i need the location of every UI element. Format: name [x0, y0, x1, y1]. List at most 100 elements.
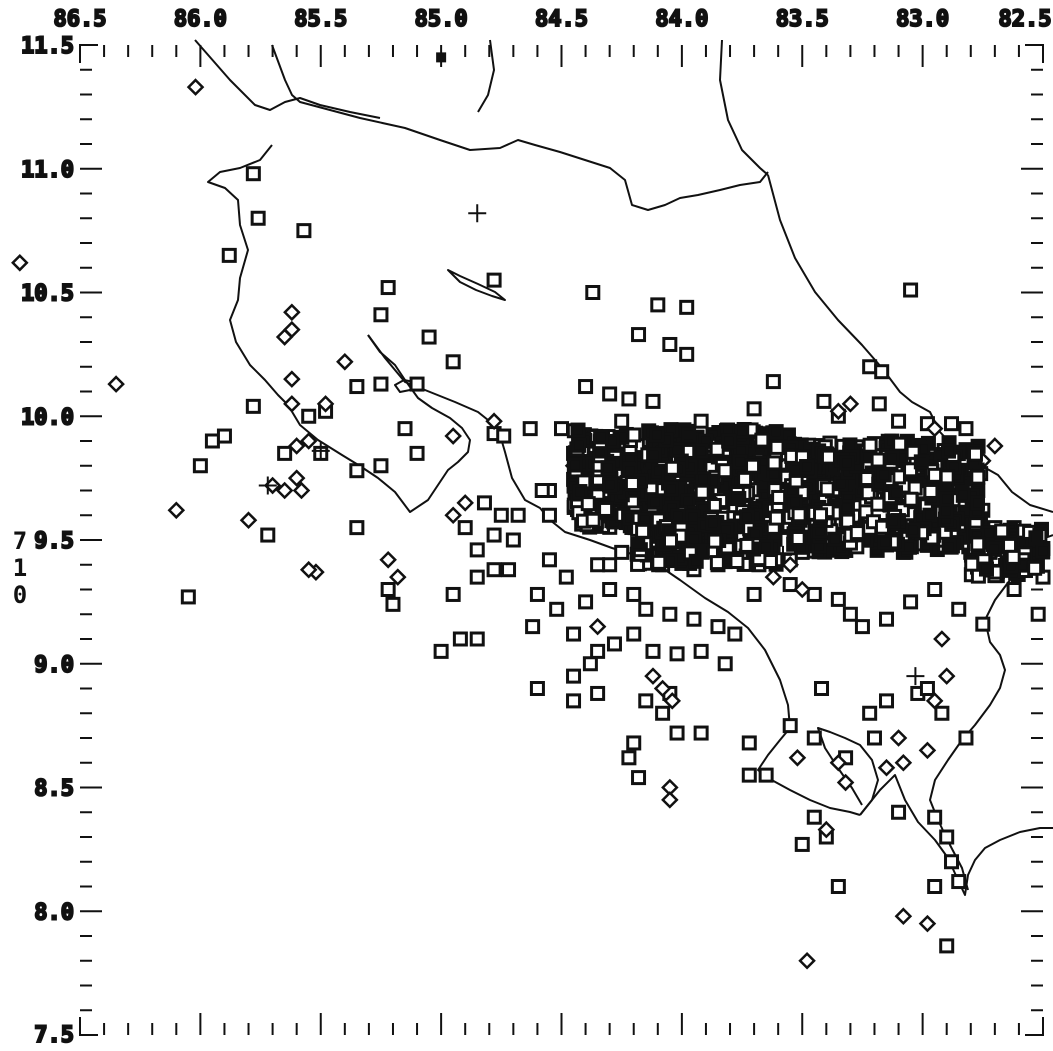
event-diamond — [107, 375, 125, 393]
central-pacific-coast — [367, 334, 861, 816]
event-square-cluster — [859, 471, 875, 487]
event-square — [638, 693, 654, 709]
event-square-cluster — [901, 539, 917, 555]
event-square-cluster — [572, 484, 588, 500]
event-square — [765, 374, 781, 390]
event-square — [655, 705, 671, 721]
event-square — [296, 223, 312, 239]
event-square-cluster — [680, 493, 696, 509]
event-square — [816, 393, 832, 409]
event-square-cluster — [707, 533, 723, 549]
event-diamond — [292, 481, 311, 500]
event-diamond — [299, 432, 318, 450]
event-diamond — [829, 402, 848, 421]
y-tick-label: 8.5 — [34, 777, 74, 802]
event-square — [204, 433, 220, 449]
event-diamond — [793, 580, 812, 599]
event-square-cluster — [986, 541, 1002, 557]
event-diamond — [275, 328, 294, 346]
axis-frame: 86.5 86.0 85.5 85.0 84.5 84.0 83.5 83.0 82.5 11.5… — [20, 6, 1052, 1049]
event-square — [830, 879, 846, 894]
event-square-cluster — [663, 481, 679, 497]
event-square — [679, 299, 695, 315]
event-square-cluster — [766, 455, 782, 471]
event-square — [373, 458, 389, 474]
y-tick-label: 9.5 — [34, 529, 74, 554]
event-diamond — [444, 427, 462, 445]
event-square — [385, 596, 401, 612]
event-square-cluster — [888, 485, 904, 501]
event-square — [927, 809, 943, 825]
event-diamond — [781, 555, 799, 574]
event-square — [566, 626, 582, 642]
event-square — [741, 767, 757, 783]
event-square — [590, 557, 606, 573]
event-square — [250, 210, 266, 226]
event-diamond — [918, 741, 937, 760]
event-square — [445, 354, 461, 370]
event-diamond — [588, 617, 607, 636]
event-square — [245, 398, 261, 414]
event-square — [566, 668, 582, 684]
event-square-cluster — [1005, 549, 1021, 565]
event-square — [626, 735, 642, 751]
event-square-cluster — [877, 534, 893, 550]
event-square — [686, 611, 702, 627]
event-square-cluster — [694, 543, 710, 559]
event-square-cluster — [842, 437, 858, 453]
event-diamond — [788, 749, 807, 767]
event-square-cluster — [791, 507, 807, 523]
station-cross — [468, 204, 487, 223]
event-square-cluster — [827, 531, 843, 547]
event-square — [585, 285, 601, 300]
event-square — [602, 557, 618, 573]
event-square-cluster — [651, 554, 667, 570]
event-square-cluster — [602, 477, 618, 493]
event-square-cluster — [994, 523, 1010, 539]
event-square-cluster — [768, 510, 784, 526]
x-tick-label: 85.5 — [294, 7, 347, 32]
event-diamond — [186, 78, 205, 96]
event-square — [939, 938, 955, 954]
event-square — [529, 681, 545, 696]
event-square-cluster — [693, 443, 709, 459]
event-square — [469, 631, 485, 647]
event-square-cluster — [941, 443, 957, 459]
event-diamond — [653, 679, 672, 698]
event-square — [944, 416, 960, 432]
event-square — [525, 619, 541, 635]
event-diamond — [841, 395, 860, 413]
event-square — [879, 611, 895, 627]
caribbean-coast-costa-rica — [767, 174, 1053, 513]
event-square-cluster — [876, 467, 892, 483]
event-diamond — [275, 481, 294, 500]
event-square-cluster — [624, 476, 640, 492]
x-tick-label: 86.0 — [174, 7, 227, 32]
event-square-cluster — [705, 515, 721, 531]
event-square — [693, 725, 709, 741]
event-square-cluster — [819, 481, 835, 497]
event-square-cluster — [1002, 537, 1018, 553]
event-square — [717, 656, 733, 672]
event-diamond — [817, 820, 836, 839]
event-square — [862, 705, 878, 721]
event-square — [469, 542, 485, 558]
event-square-cluster — [717, 463, 733, 479]
event-diamond — [925, 692, 944, 710]
event-square — [554, 421, 569, 437]
osa-peninsula-coast — [817, 727, 879, 816]
event-square — [582, 656, 598, 672]
event-square-cluster — [709, 441, 725, 457]
event-square-cluster — [669, 442, 685, 458]
event-square — [631, 770, 647, 786]
event-square — [349, 379, 365, 395]
event-diamond — [379, 551, 397, 569]
event-square — [486, 527, 502, 543]
event-square — [505, 532, 521, 548]
event-square — [493, 507, 509, 523]
event-square — [578, 594, 594, 610]
event-square — [662, 606, 678, 622]
event-square-cluster — [739, 509, 755, 525]
frame-corner-bottom-right — [1025, 1017, 1044, 1036]
event-square — [626, 586, 642, 602]
